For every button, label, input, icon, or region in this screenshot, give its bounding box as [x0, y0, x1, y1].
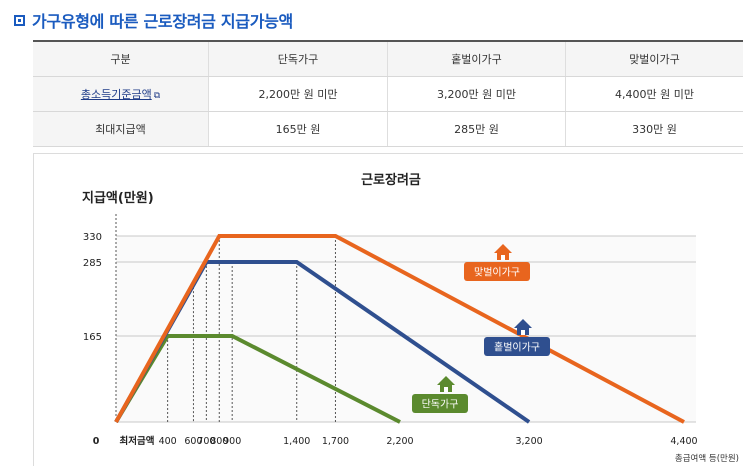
x-tick-label: 2,200 — [386, 436, 413, 447]
table-cell: 165만 원 — [209, 112, 388, 147]
table-cell: 2,200만 원 미만 — [209, 77, 388, 112]
table-row: 최대지급액 165만 원 285만 원 330만 원 — [33, 112, 743, 147]
x-tick-label: 4,400 — [670, 436, 697, 447]
header-single-earner: 홑벌이가구 — [388, 41, 566, 77]
house-icon-door — [521, 330, 525, 335]
x-tick-label: 900 — [223, 436, 241, 447]
x-tick-label: 1,700 — [322, 436, 349, 447]
header-category: 구분 — [33, 41, 209, 77]
y-axis-label: 지급액(만원) — [82, 190, 154, 206]
total-income-link-cell: 총소득기준금액⧉ — [33, 77, 209, 112]
section-header: 가구유형에 따른 근로장려금 지급가능액 — [14, 9, 293, 31]
header-single: 단독가구 — [209, 41, 388, 77]
series-label-text: 단독가구 — [422, 399, 459, 411]
income-criteria-table: 구분 단독가구 홑벌이가구 맞벌이가구 총소득기준금액⧉ 2,200만 원 미만… — [33, 40, 743, 147]
house-icon-door — [444, 387, 448, 392]
x-tick-label: 0 — [93, 436, 100, 447]
x-tick-label: 3,200 — [515, 436, 542, 447]
bullet-square-icon — [14, 15, 25, 26]
series-label-text: 홑벌이가구 — [494, 341, 540, 354]
max-payment-label: 최대지급액 — [33, 112, 209, 147]
table-cell: 285만 원 — [388, 112, 566, 147]
house-icon-door — [501, 255, 505, 260]
y-tick-label: 165 — [83, 332, 102, 343]
x-tick-label: 400 — [159, 436, 177, 447]
y-tick-label: 330 — [83, 232, 102, 243]
table-header-row: 구분 단독가구 홑벌이가구 맞벌이가구 — [33, 41, 743, 77]
header-dual-earner: 맞벌이가구 — [566, 41, 743, 77]
table-cell: 3,200만 원 미만 — [388, 77, 566, 112]
x-tick-label: 최저금액 — [120, 435, 155, 447]
table-row: 총소득기준금액⧉ 2,200만 원 미만 3,200만 원 미만 4,400만 … — [33, 77, 743, 112]
y-tick-label: 285 — [83, 258, 102, 269]
x-tick-label: 1,400 — [283, 436, 310, 447]
earned-income-chart: 근로장려금 지급액(만원) 총급여액 등(만원) 단독가구홑벌이가구맞벌이가구 … — [34, 154, 743, 466]
external-link-icon[interactable]: ⧉ — [154, 91, 160, 101]
chart-title: 근로장려금 — [361, 172, 421, 188]
x-axis-label: 총급여액 등(만원) — [675, 453, 739, 464]
table-cell: 330만 원 — [566, 112, 743, 147]
table-cell: 4,400만 원 미만 — [566, 77, 743, 112]
page-title: 가구유형에 따른 근로장려금 지급가능액 — [32, 8, 293, 32]
series-label-text: 맞벌이가구 — [474, 267, 520, 279]
total-income-standard-link[interactable]: 총소득기준금액 — [81, 88, 152, 101]
